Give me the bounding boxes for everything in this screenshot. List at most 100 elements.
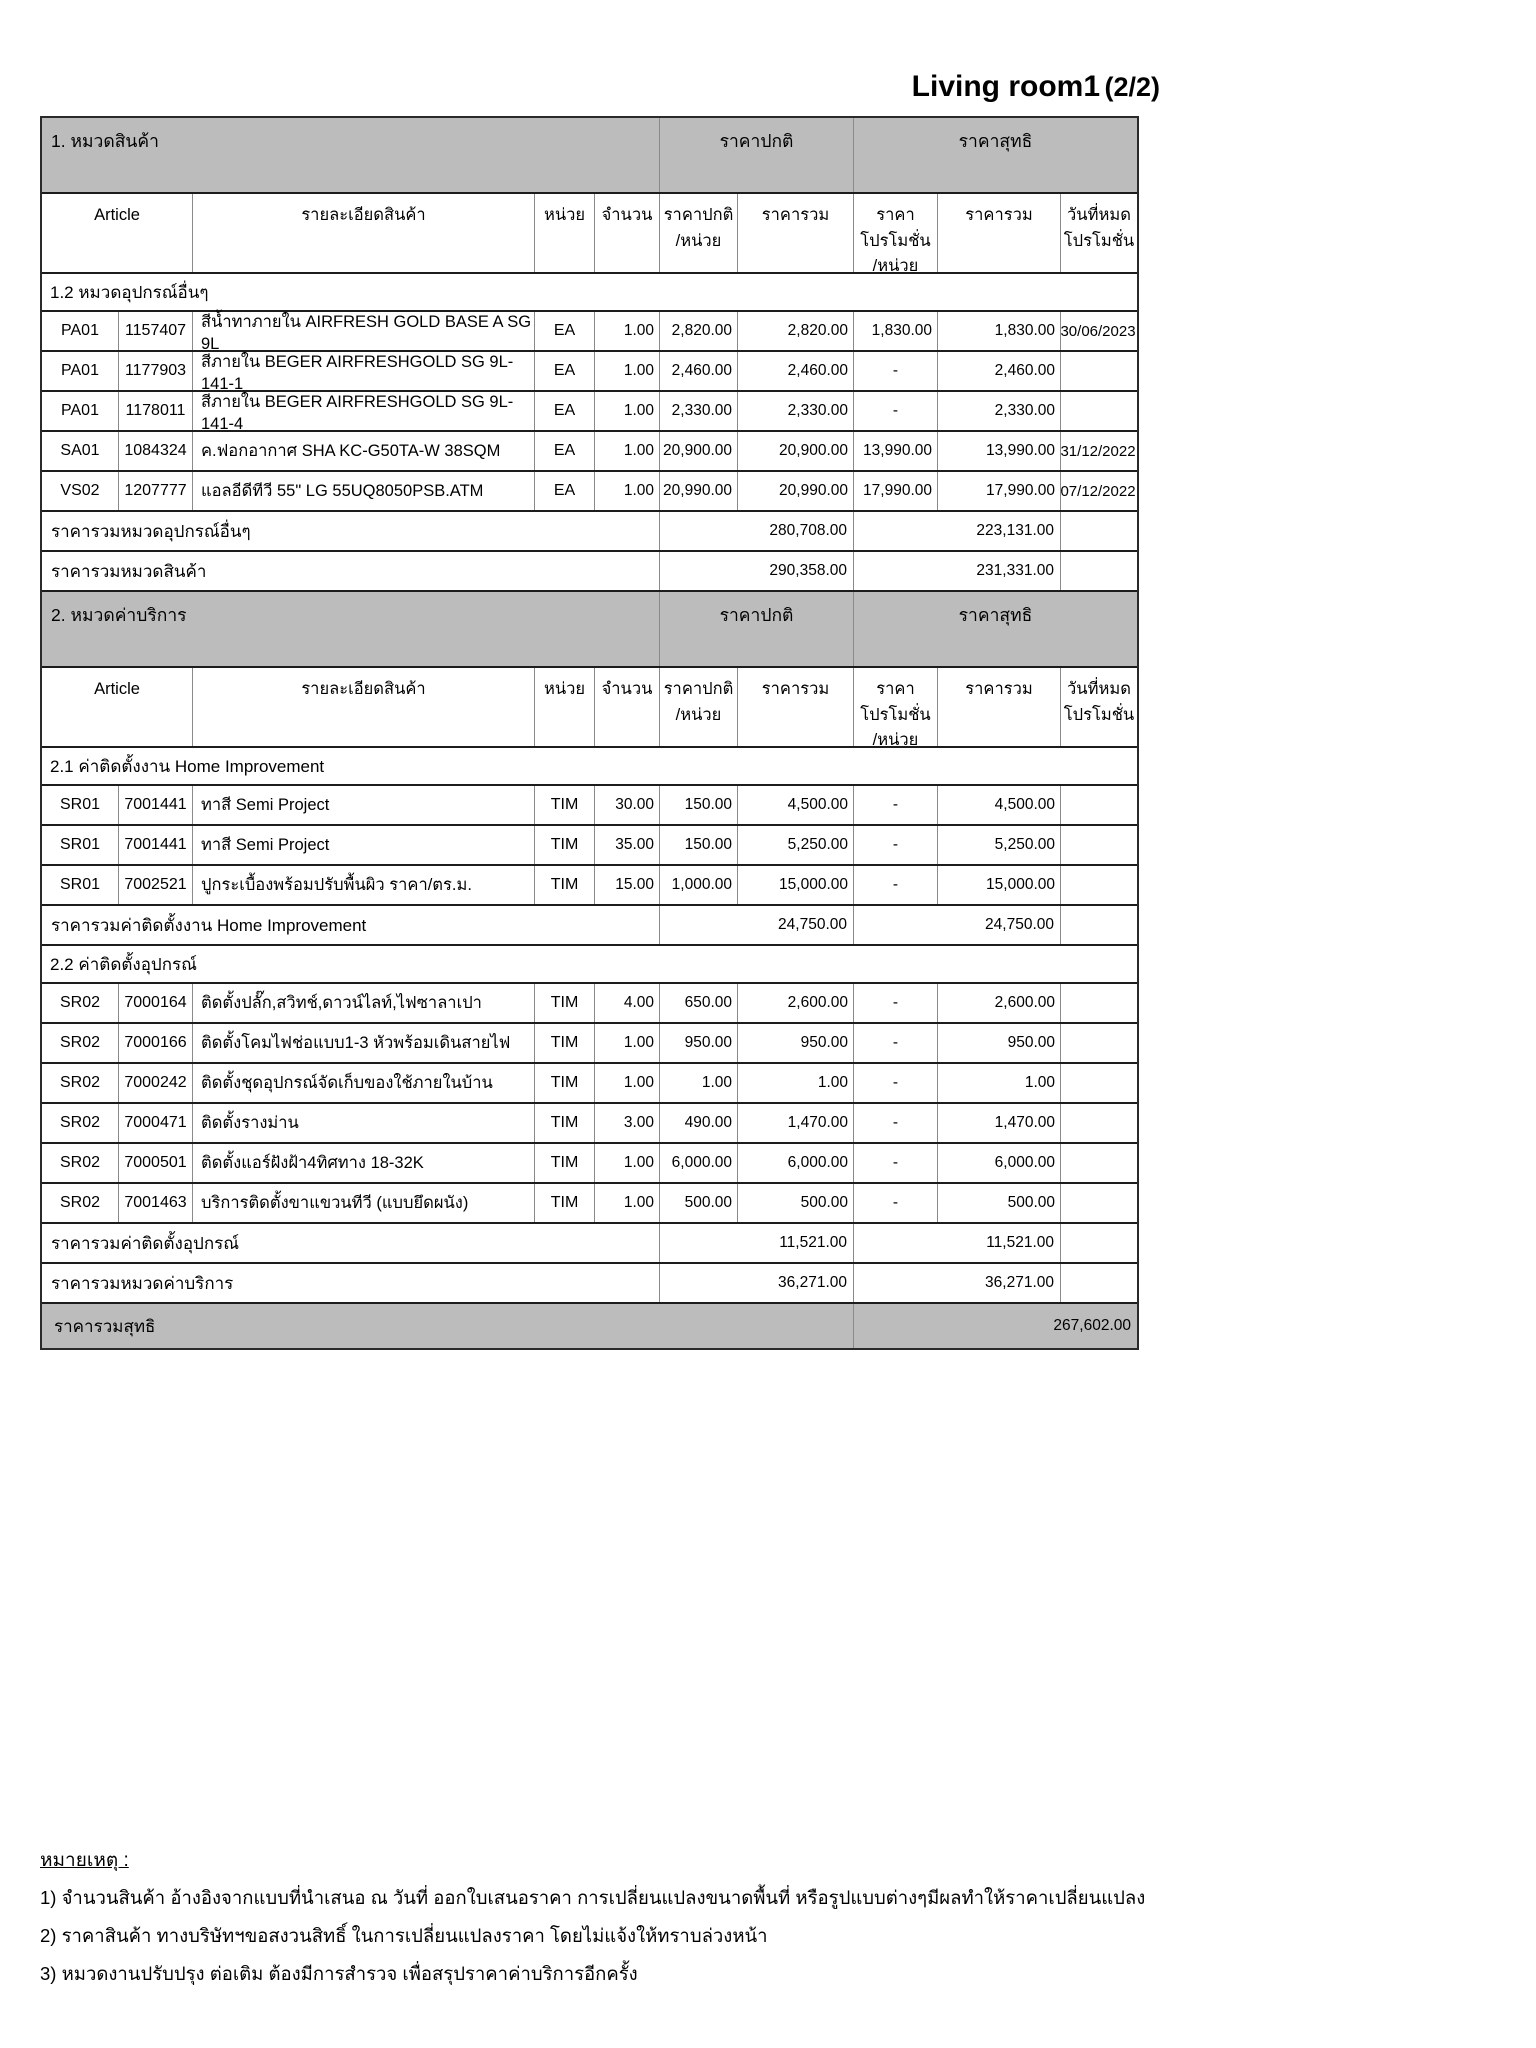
section1-title: 1. หมวดสินค้า (51, 131, 159, 151)
section1-total-net-value: 231,331.00 (853, 552, 1060, 590)
column-header-row: Article รายละเอียดสินค้า หน่วย จำนวน ราค… (42, 192, 1137, 275)
subsection-2-2-label: 2.2 ค่าติดตั้งอุปกรณ์ (50, 954, 197, 974)
notes-heading: หมายเหตุ : (40, 1850, 129, 1871)
article-number: 7001463 (118, 1184, 192, 1222)
column-article: Article (94, 680, 140, 698)
article-prefix: SR02 (59, 1114, 101, 1131)
table-row: VS02 1207777 แอลอีดีทีวี 55" LG 55UQ8050… (42, 470, 1137, 510)
promo-total: 5,250.00 (937, 826, 1060, 864)
item-quantity: 1.00 (594, 1064, 659, 1102)
promo-end-date (1060, 392, 1137, 430)
table-row: SR02 7000242 ติดตั้งชุดอุปกรณ์จัดเก็บของ… (42, 1062, 1137, 1102)
normal-unit-price: 20,900.00 (659, 432, 737, 470)
item-unit: EA (534, 312, 594, 350)
promo-total: 2,330.00 (937, 392, 1060, 430)
article-prefix: SR02 (59, 1194, 101, 1211)
article-prefix: SR02 (59, 1074, 101, 1091)
table-row: SR01 7002521 ปูกระเบื้องพร้อมปรับพื้นผิว… (42, 864, 1137, 904)
section1-net-price-header: ราคาสุทธิ (853, 118, 1137, 192)
promo-unit-price: - (853, 984, 937, 1022)
section1-header: 1. หมวดสินค้า ราคาปกติ ราคาสุทธิ (42, 118, 1137, 192)
page-number: (2/2) (1104, 72, 1160, 102)
subtotal-normal-value: 24,750.00 (659, 906, 853, 944)
section2-header: 2. หมวดค่าบริการ ราคาปกติ ราคาสุทธิ (42, 590, 1137, 666)
promo-unit-price: - (853, 392, 937, 430)
subtotal-net-value: 24,750.00 (853, 906, 1060, 944)
normal-total: 6,000.00 (737, 1144, 853, 1182)
promo-unit-price: - (853, 352, 937, 390)
section1-total-normal-value: 290,358.00 (659, 552, 853, 590)
item-description: ติดตั้งรางม่าน (192, 1104, 534, 1142)
item-unit: TIM (534, 1104, 594, 1142)
normal-total: 20,900.00 (737, 432, 853, 470)
subtotal-label: ราคารวมค่าติดตั้งงาน Home Improvement (51, 915, 367, 935)
table-row: PA01 1177903 สีภายใน BEGER AIRFRESHGOLD … (42, 350, 1137, 393)
subtotal-equipment-install-row: ราคารวมค่าติดตั้งอุปกรณ์ 11,521.00 11,52… (42, 1222, 1137, 1262)
promo-unit-price: 17,990.00 (853, 472, 937, 510)
article-prefix: SR02 (59, 1034, 101, 1051)
normal-total: 15,000.00 (737, 866, 853, 904)
column-unit: หน่วย (534, 668, 594, 746)
section2-total-row: ราคารวมหมวดค่าบริการ 36,271.00 36,271.00 (42, 1262, 1137, 1302)
table-row: PA01 1178011 สีภายใน BEGER AIRFRESHGOLD … (42, 390, 1137, 433)
section2-total-label: ราคารวมหมวดค่าบริการ (51, 1273, 234, 1293)
item-unit: TIM (534, 984, 594, 1022)
article-number: 1177903 (118, 352, 192, 390)
promo-end-date (1060, 352, 1137, 390)
article-number: 7001441 (118, 826, 192, 864)
promo-unit-price: - (853, 786, 937, 824)
article-prefix: SA01 (60, 442, 100, 459)
item-description: บริการติดตั้งขาแขวนทีวี (แบบยึดผนัง) (192, 1184, 534, 1222)
item-quantity: 1.00 (594, 1144, 659, 1182)
section1-total-label: ราคารวมหมวดสินค้า (51, 561, 207, 581)
promo-total: 950.00 (937, 1024, 1060, 1062)
column-promo-end: วันที่หมด โปรโมชั่น (1060, 668, 1137, 746)
item-description: สีน้ำทาภายใน AIRFRESH GOLD BASE A SG 9L (192, 312, 534, 353)
item-quantity: 1.00 (594, 1184, 659, 1222)
item-quantity: 4.00 (594, 984, 659, 1022)
normal-total: 2,600.00 (737, 984, 853, 1022)
item-description: ติดตั้งชุดอุปกรณ์จัดเก็บของใช้ภายในบ้าน (192, 1064, 534, 1102)
item-description: ค.ฟอกอากาศ SHA KC-G50TA-W 38SQM (192, 432, 534, 470)
subsection-2-1: 2.1 ค่าติดตั้งงาน Home Improvement (42, 746, 1137, 784)
subtotal-net-value: 223,131.00 (853, 512, 1060, 550)
grand-total-label: ราคารวมสุทธิ (54, 1316, 156, 1336)
item-quantity: 35.00 (594, 826, 659, 864)
subtotal-date-empty (1060, 906, 1137, 944)
article-number: 1084324 (118, 432, 192, 470)
table-row: SR02 7000501 ติดตั้งแอร์ฝังฝ้า4ทิศทาง 18… (42, 1142, 1137, 1182)
subtotal-label: ราคารวมหมวดอุปกรณ์อื่นๆ (51, 521, 251, 541)
item-quantity: 1.00 (594, 472, 659, 510)
subtotal-home-improvement-row: ราคารวมค่าติดตั้งงาน Home Improvement 24… (42, 904, 1137, 944)
normal-total: 500.00 (737, 1184, 853, 1222)
promo-unit-price: - (853, 1144, 937, 1182)
subtotal-net-value: 11,521.00 (853, 1224, 1060, 1262)
item-unit: TIM (534, 1144, 594, 1182)
table-row: SR02 7000166 ติดตั้งโคมไฟช่อแบบ1-3 หัวพร… (42, 1022, 1137, 1062)
promo-end-date (1060, 866, 1137, 904)
subtotal-date-empty (1060, 1224, 1137, 1262)
column-description: รายละเอียดสินค้า (192, 194, 534, 272)
item-quantity: 1.00 (594, 1024, 659, 1062)
table-row: PA01 1157407 สีน้ำทาภายใน AIRFRESH GOLD … (42, 310, 1137, 353)
subsection-1-2: 1.2 หมวดอุปกรณ์อื่นๆ (42, 272, 1137, 310)
subsection-2-2: 2.2 ค่าติดตั้งอุปกรณ์ (42, 944, 1137, 982)
item-quantity: 1.00 (594, 392, 659, 430)
column-header-row-2: Article รายละเอียดสินค้า หน่วย จำนวน ราค… (42, 666, 1137, 749)
section2-1-rows: SR01 7001441 ทาสี Semi Project TIM 30.00… (42, 784, 1137, 904)
normal-total: 2,820.00 (737, 312, 853, 350)
article-number: 1178011 (118, 392, 192, 430)
item-unit: EA (534, 392, 594, 430)
article-prefix: PA01 (61, 322, 99, 339)
column-quantity: จำนวน (594, 194, 659, 272)
normal-unit-price: 500.00 (659, 1184, 737, 1222)
quotation-table: 1. หมวดสินค้า ราคาปกติ ราคาสุทธิ Article… (40, 116, 1139, 1350)
column-promo-unit-price: ราคา โปรโมชั่น /หน่วย (853, 668, 937, 749)
promo-end-date (1060, 1104, 1137, 1142)
article-prefix: SR02 (59, 1154, 101, 1171)
column-normal-total: ราคารวม (737, 194, 853, 272)
item-unit: TIM (534, 866, 594, 904)
item-unit: TIM (534, 1024, 594, 1062)
article-prefix: SR02 (59, 994, 101, 1011)
